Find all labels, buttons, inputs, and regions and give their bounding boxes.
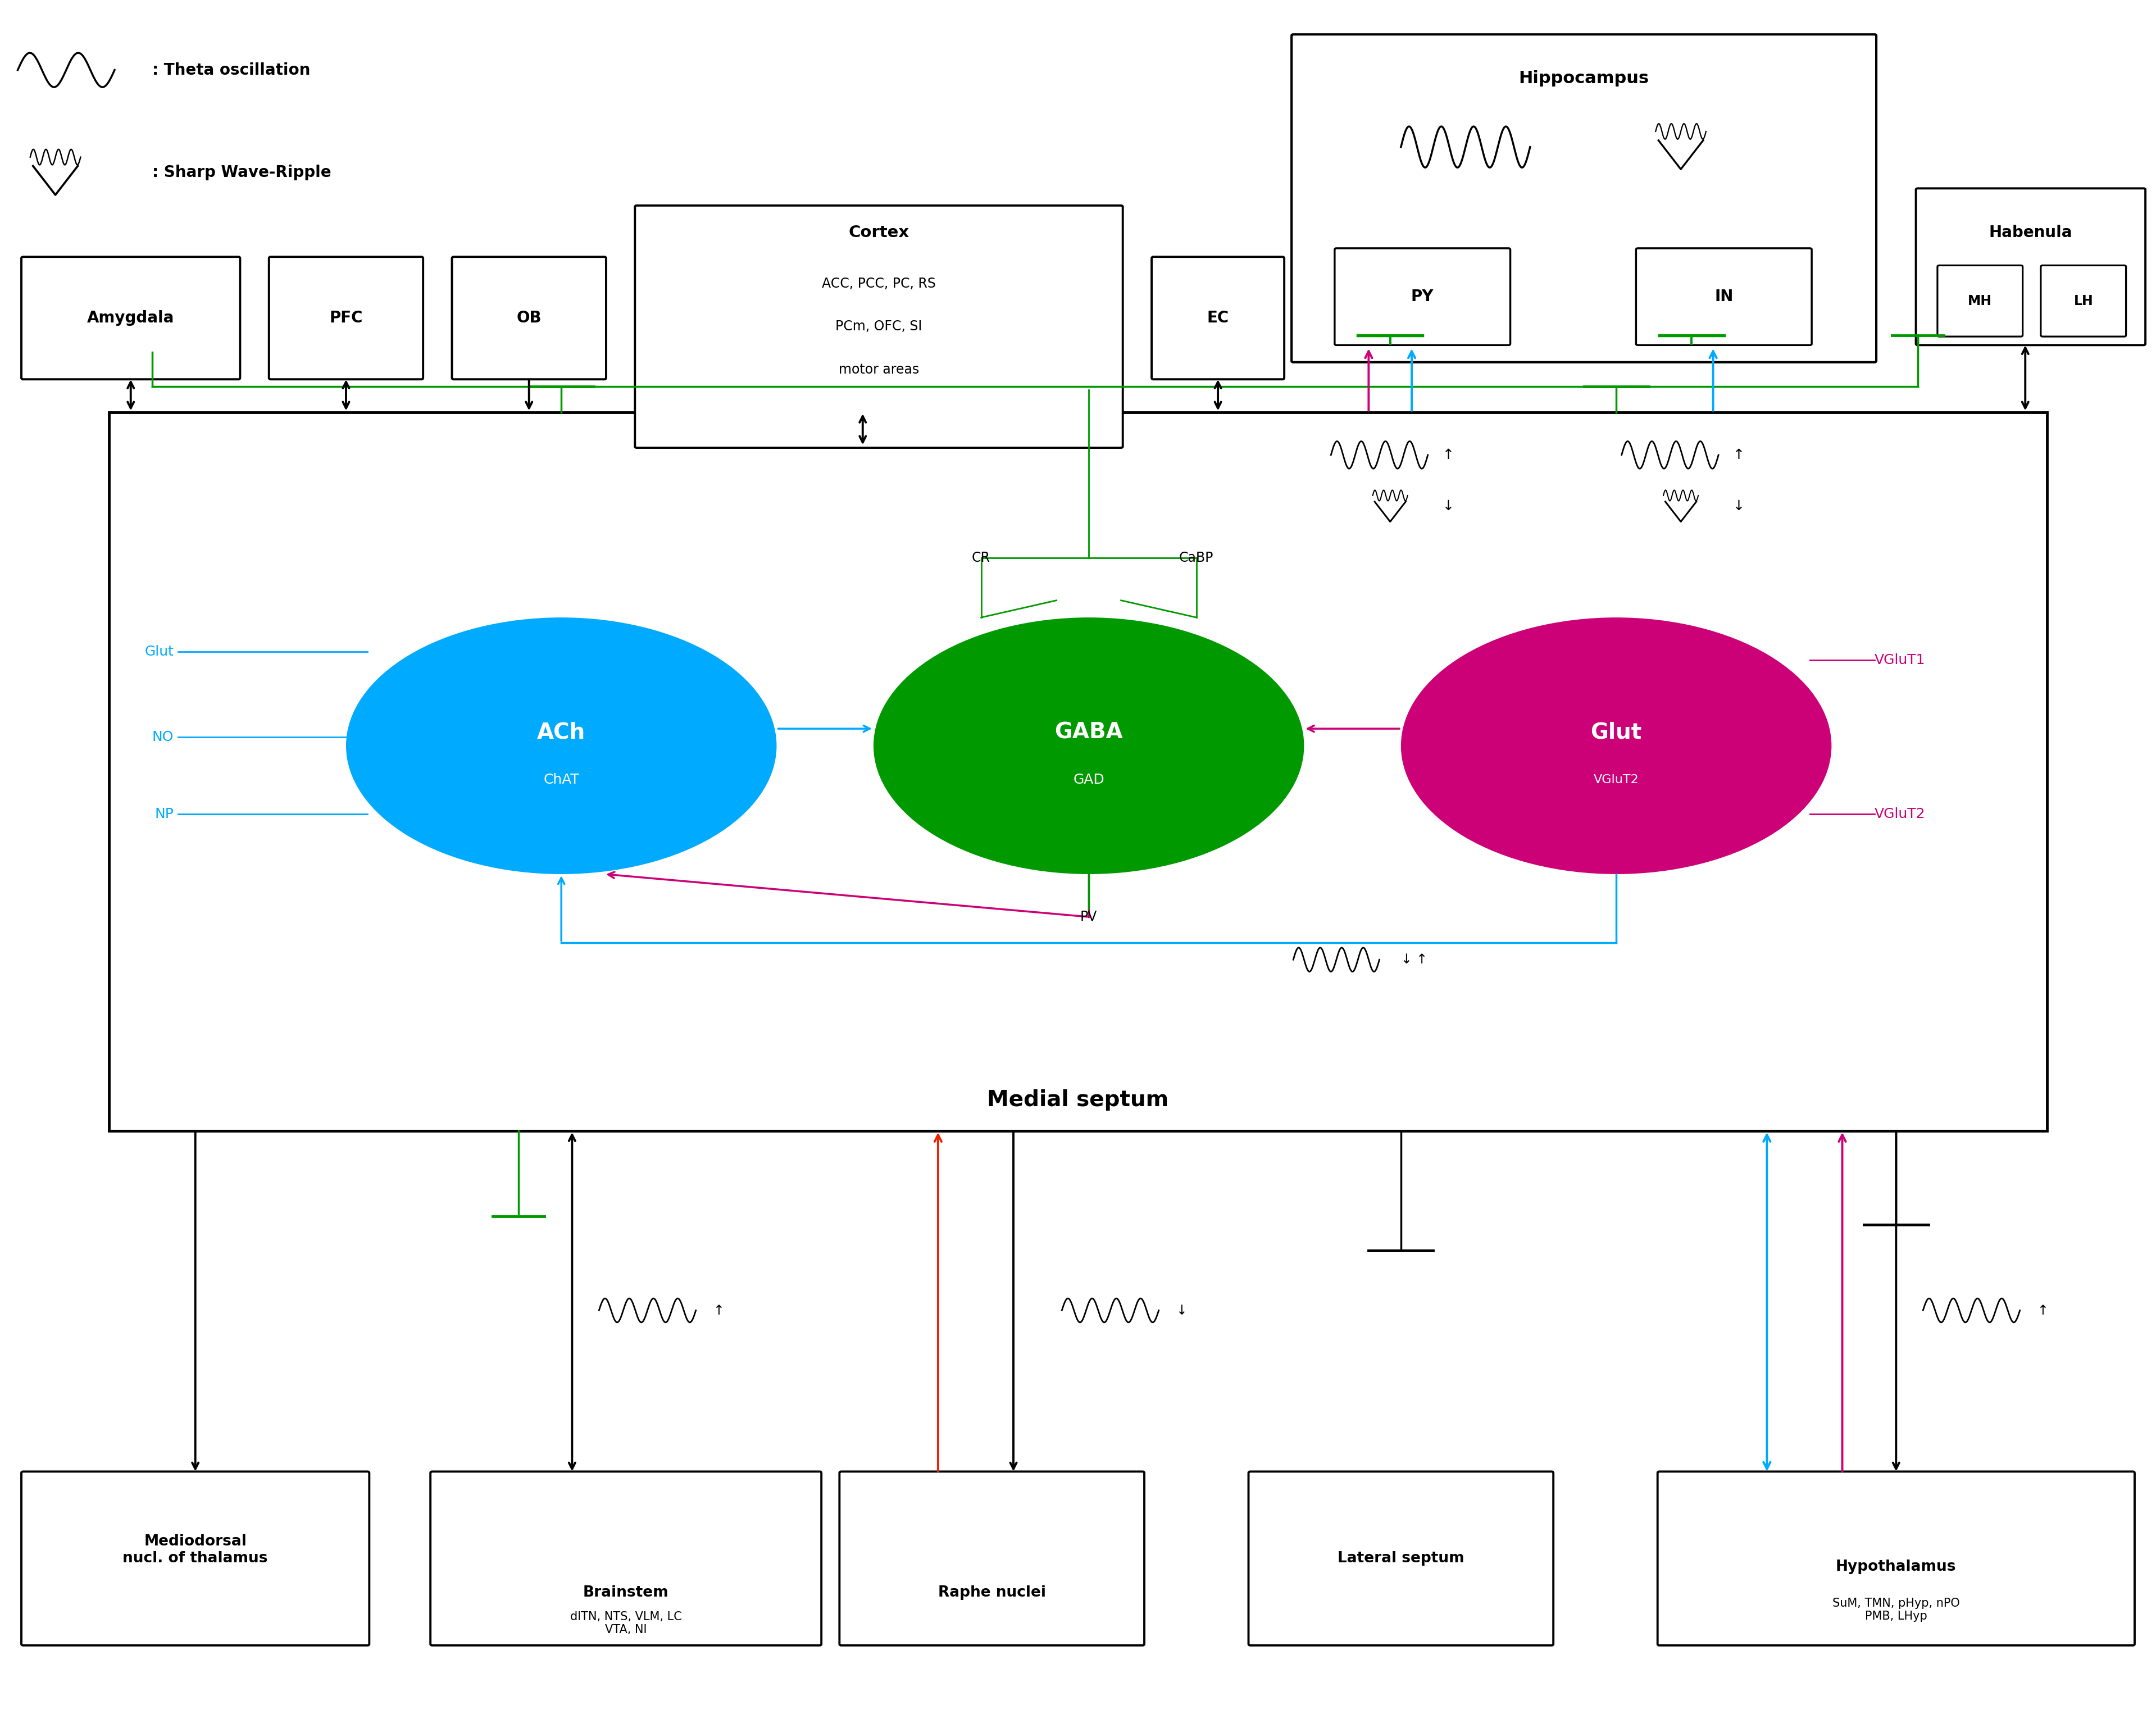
FancyBboxPatch shape bbox=[22, 257, 239, 379]
FancyBboxPatch shape bbox=[2042, 266, 2126, 336]
Text: ACC, PCC, PC, RS: ACC, PCC, PC, RS bbox=[821, 278, 936, 291]
FancyBboxPatch shape bbox=[1938, 266, 2022, 336]
Text: Glut: Glut bbox=[144, 644, 175, 658]
Text: VGluT2: VGluT2 bbox=[1874, 807, 1925, 821]
FancyBboxPatch shape bbox=[110, 411, 2046, 1131]
FancyBboxPatch shape bbox=[839, 1472, 1145, 1645]
Text: Hippocampus: Hippocampus bbox=[1518, 70, 1649, 87]
Text: dlTN, NTS, VLM, LC
VTA, NI: dlTN, NTS, VLM, LC VTA, NI bbox=[569, 1611, 681, 1635]
FancyBboxPatch shape bbox=[22, 1472, 369, 1645]
FancyBboxPatch shape bbox=[1658, 1472, 2134, 1645]
FancyBboxPatch shape bbox=[1248, 1472, 1552, 1645]
Text: PV: PV bbox=[1080, 910, 1097, 924]
Text: LH: LH bbox=[2074, 295, 2093, 309]
Text: PY: PY bbox=[1410, 290, 1434, 305]
Text: ↓: ↓ bbox=[1175, 1304, 1188, 1316]
Text: Habenula: Habenula bbox=[1990, 225, 2072, 240]
FancyBboxPatch shape bbox=[634, 206, 1123, 447]
Text: EC: EC bbox=[1207, 310, 1229, 326]
Ellipse shape bbox=[1401, 617, 1830, 874]
Text: Raphe nuclei: Raphe nuclei bbox=[938, 1585, 1046, 1599]
Text: ↑: ↑ bbox=[2037, 1304, 2048, 1316]
FancyBboxPatch shape bbox=[1291, 34, 1876, 362]
Text: ↓: ↓ bbox=[1733, 499, 1744, 512]
FancyBboxPatch shape bbox=[1151, 257, 1285, 379]
Text: motor areas: motor areas bbox=[839, 363, 918, 375]
Text: CR: CR bbox=[972, 550, 990, 564]
FancyBboxPatch shape bbox=[431, 1472, 821, 1645]
FancyBboxPatch shape bbox=[453, 257, 606, 379]
Text: GABA: GABA bbox=[1054, 722, 1123, 742]
Text: NO: NO bbox=[153, 730, 175, 744]
Text: Brainstem: Brainstem bbox=[582, 1585, 668, 1599]
FancyBboxPatch shape bbox=[1636, 249, 1811, 345]
Text: Medial septum: Medial septum bbox=[987, 1090, 1169, 1111]
Text: ACh: ACh bbox=[537, 722, 586, 742]
Text: PFC: PFC bbox=[330, 310, 362, 326]
Ellipse shape bbox=[345, 617, 776, 874]
Text: Cortex: Cortex bbox=[849, 225, 910, 240]
Text: OB: OB bbox=[517, 310, 541, 326]
Text: SuM, TMN, pHyp, nPO
PMB, LHyp: SuM, TMN, pHyp, nPO PMB, LHyp bbox=[1833, 1597, 1960, 1621]
Ellipse shape bbox=[873, 617, 1304, 874]
Text: Glut: Glut bbox=[1591, 722, 1643, 742]
Text: : Sharp Wave-Ripple: : Sharp Wave-Ripple bbox=[153, 165, 332, 180]
Text: VGluT2: VGluT2 bbox=[1593, 775, 1639, 785]
Text: IN: IN bbox=[1714, 290, 1733, 305]
Text: VGluT1: VGluT1 bbox=[1874, 653, 1925, 667]
FancyBboxPatch shape bbox=[1917, 189, 2145, 345]
Text: : Theta oscillation: : Theta oscillation bbox=[153, 62, 310, 77]
Text: ↓ ↑: ↓ ↑ bbox=[1401, 953, 1427, 967]
Text: Amygdala: Amygdala bbox=[86, 310, 175, 326]
Text: ↑: ↑ bbox=[714, 1304, 724, 1316]
Text: Lateral septum: Lateral septum bbox=[1337, 1551, 1464, 1567]
Text: MH: MH bbox=[1968, 295, 1992, 309]
Text: CaBP: CaBP bbox=[1179, 550, 1214, 564]
Text: ↑: ↑ bbox=[1442, 447, 1453, 461]
Text: Hypothalamus: Hypothalamus bbox=[1837, 1560, 1955, 1575]
Text: ChAT: ChAT bbox=[543, 773, 580, 787]
Text: PCm, OFC, SI: PCm, OFC, SI bbox=[837, 321, 923, 333]
FancyBboxPatch shape bbox=[270, 257, 423, 379]
Text: Mediodorsal
nucl. of thalamus: Mediodorsal nucl. of thalamus bbox=[123, 1534, 267, 1565]
Text: GAD: GAD bbox=[1074, 773, 1104, 787]
FancyBboxPatch shape bbox=[1335, 249, 1511, 345]
Text: ↓: ↓ bbox=[1442, 499, 1453, 512]
Text: ↑: ↑ bbox=[1733, 447, 1744, 461]
Text: NP: NP bbox=[155, 807, 175, 821]
